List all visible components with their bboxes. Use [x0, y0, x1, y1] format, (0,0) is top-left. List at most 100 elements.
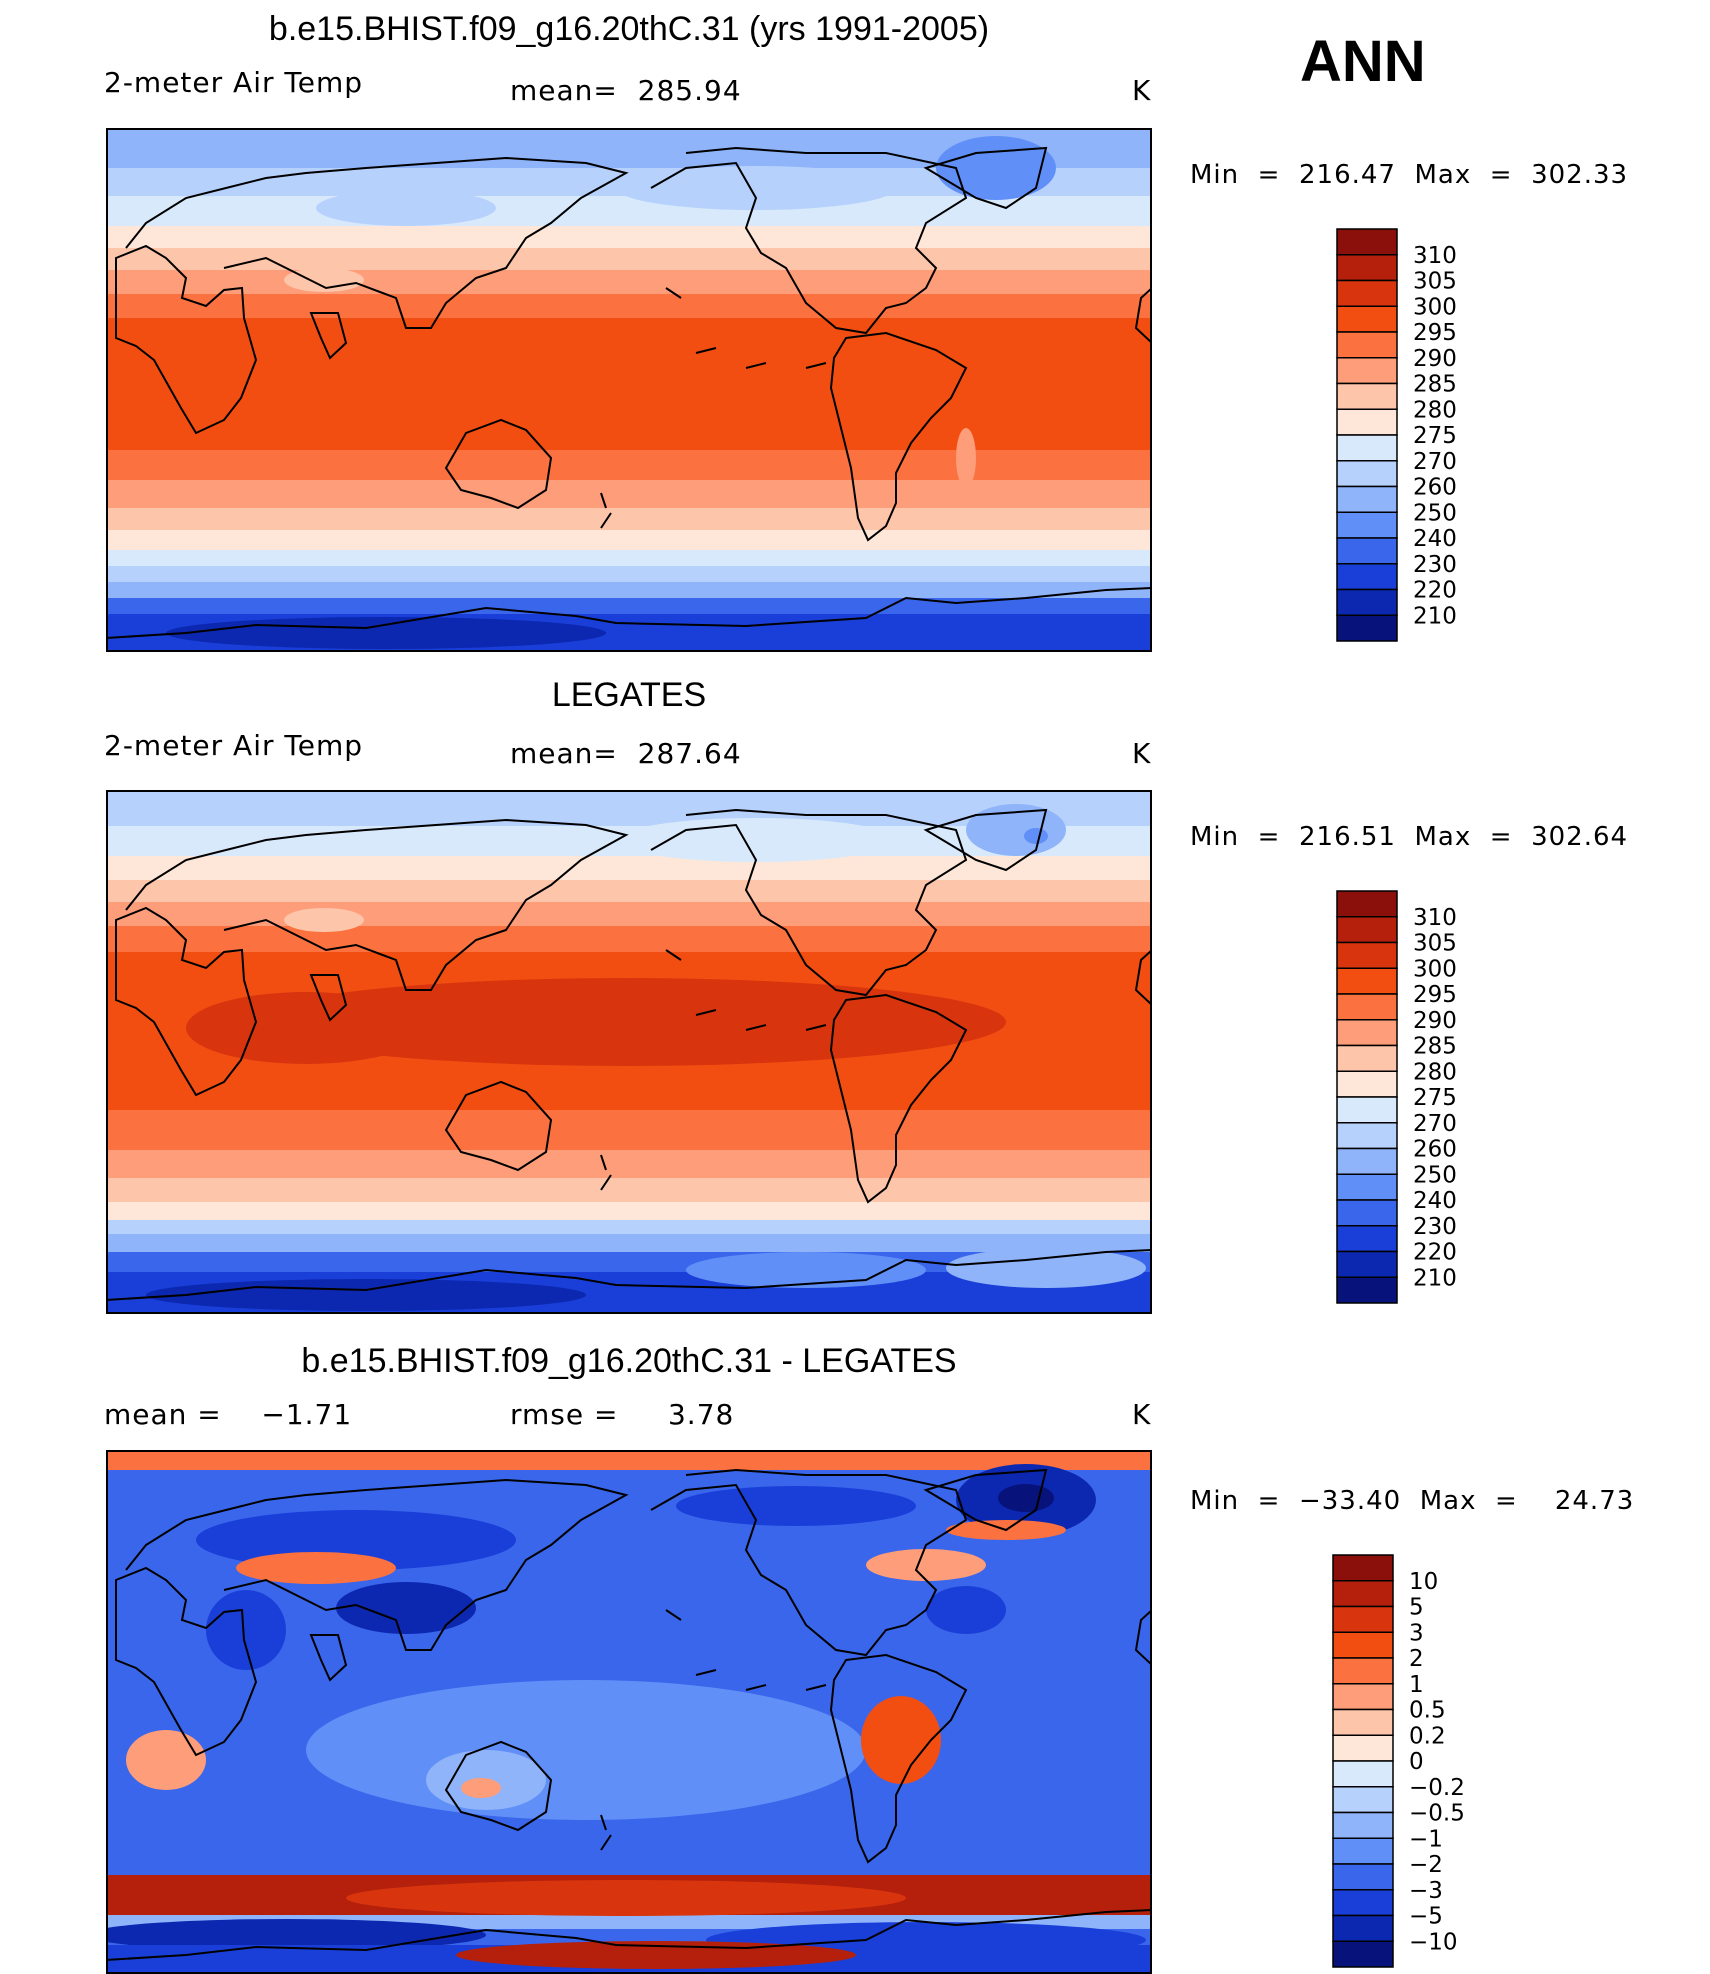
- colorbar-swatch: [1336, 614, 1398, 642]
- colorbar-label: 305: [1413, 269, 1457, 295]
- colorbar-label: −1: [1409, 1826, 1443, 1852]
- panel-1-colorbar: 3103053002952902852802752702602502402302…: [1336, 228, 1457, 642]
- colorbar-label: 5: [1409, 1595, 1424, 1621]
- colorbar-swatch: [1332, 1914, 1394, 1942]
- panel-2-min-max: Min = 216.51 Max = 302.64: [1190, 822, 1629, 852]
- colorbar-label: 275: [1413, 423, 1457, 449]
- colorbar-label: 295: [1413, 982, 1457, 1008]
- colorbar-swatch: [1336, 1225, 1398, 1253]
- colorbar-swatch: [1336, 357, 1398, 385]
- colorbar-swatch: [1336, 228, 1398, 256]
- colorbar-label: −3: [1409, 1878, 1443, 1904]
- colorbar-swatch: [1336, 993, 1398, 1021]
- colorbar-label: 220: [1413, 578, 1457, 604]
- panel-1-min-max: Min = 216.47 Max = 302.33: [1190, 160, 1629, 190]
- colorbar-swatch: [1336, 1070, 1398, 1098]
- colorbar-swatch: [1332, 1554, 1394, 1582]
- colorbar-swatch: [1336, 382, 1398, 410]
- colorbar-swatch: [1336, 588, 1398, 616]
- panel-2-map: [106, 790, 1152, 1314]
- colorbar-label: 310: [1413, 905, 1457, 931]
- panel-2-title: LEGATES: [551, 676, 707, 714]
- panel-1-units-label: K: [1132, 74, 1152, 107]
- colorbar-swatch: [1336, 1096, 1398, 1124]
- colorbar-label: 240: [1413, 1188, 1457, 1214]
- panel-3-units-label: K: [1132, 1398, 1152, 1431]
- colorbar-swatch: [1336, 1250, 1398, 1278]
- colorbar-swatch: [1336, 460, 1398, 488]
- panel-2-units-label: K: [1132, 737, 1152, 770]
- colorbar-label: 310: [1413, 243, 1457, 269]
- panel-1-map: [106, 128, 1152, 652]
- colorbar-swatch: [1336, 1019, 1398, 1047]
- colorbar-label: 285: [1413, 372, 1457, 398]
- colorbar-swatch: [1336, 1199, 1398, 1227]
- colorbar-swatch: [1332, 1837, 1394, 1865]
- season-label: ANN: [1300, 29, 1426, 94]
- panel-3-map: [106, 1450, 1152, 1974]
- panel-1-title: b.e15.BHIST.f09_g16.20thC.31 (yrs 1991-2…: [268, 10, 990, 48]
- panel-1-mean-label: mean= 285.94: [510, 74, 742, 107]
- colorbar-swatch: [1336, 890, 1398, 918]
- panel-3-min-max: Min = −33.40 Max = 24.73: [1190, 1486, 1635, 1516]
- colorbar-label: 210: [1413, 1265, 1457, 1291]
- colorbar-label: 220: [1413, 1240, 1457, 1266]
- colorbar-label: 0: [1409, 1749, 1424, 1775]
- colorbar-label: 270: [1413, 1111, 1457, 1137]
- colorbar-label: 210: [1413, 603, 1457, 629]
- colorbar-swatch: [1332, 1811, 1394, 1839]
- panel-2-colorbar: 3103053002952902852802752702602502402302…: [1336, 890, 1457, 1304]
- colorbar-swatch: [1336, 941, 1398, 969]
- colorbar-swatch: [1332, 1605, 1394, 1633]
- colorbar-swatch: [1336, 408, 1398, 436]
- colorbar-label: 300: [1413, 294, 1457, 320]
- colorbar-label: 230: [1413, 1214, 1457, 1240]
- colorbar-swatch: [1332, 1889, 1394, 1917]
- panel-3-title: b.e15.BHIST.f09_g16.20thC.31 - LEGATES: [301, 1342, 957, 1380]
- colorbar-swatch: [1332, 1580, 1394, 1608]
- colorbar-label: −5: [1409, 1904, 1443, 1930]
- colorbar-label: 280: [1413, 1059, 1457, 1085]
- colorbar-swatch: [1336, 1147, 1398, 1175]
- colorbar-swatch: [1332, 1760, 1394, 1788]
- colorbar-label: 10: [1409, 1569, 1438, 1595]
- colorbar-swatch: [1332, 1734, 1394, 1762]
- colorbar-label: 250: [1413, 1162, 1457, 1188]
- colorbar-swatch: [1336, 916, 1398, 944]
- panel-2-variable-label: 2-meter Air Temp: [104, 729, 364, 762]
- colorbar-label: 280: [1413, 397, 1457, 423]
- colorbar-label: 0.5: [1409, 1698, 1446, 1724]
- colorbar-swatch: [1332, 1683, 1394, 1711]
- colorbar-swatch: [1332, 1863, 1394, 1891]
- colorbar-swatch: [1336, 1122, 1398, 1150]
- colorbar-swatch: [1336, 967, 1398, 995]
- colorbar-label: 3: [1409, 1620, 1424, 1646]
- panel-3-rmse-label: rmse = 3.78: [510, 1398, 735, 1431]
- colorbar-label: 240: [1413, 526, 1457, 552]
- colorbar-label: 300: [1413, 956, 1457, 982]
- colorbar-label: 305: [1413, 931, 1457, 957]
- colorbar-label: −0.2: [1409, 1775, 1465, 1801]
- colorbar-swatch: [1336, 511, 1398, 539]
- colorbar-label: 295: [1413, 320, 1457, 346]
- colorbar-swatch: [1336, 279, 1398, 307]
- panel-1-variable-label: 2-meter Air Temp: [104, 66, 364, 99]
- colorbar-label: 290: [1413, 346, 1457, 372]
- colorbar-swatch: [1332, 1786, 1394, 1814]
- colorbar-swatch: [1336, 537, 1398, 565]
- colorbar-swatch: [1336, 1173, 1398, 1201]
- colorbar-swatch: [1332, 1631, 1394, 1659]
- colorbar-swatch: [1336, 1044, 1398, 1072]
- colorbar-label: 260: [1413, 475, 1457, 501]
- colorbar-swatch: [1336, 254, 1398, 282]
- colorbar-label: 270: [1413, 449, 1457, 475]
- colorbar-label: −0.5: [1409, 1801, 1465, 1827]
- colorbar-label: 250: [1413, 500, 1457, 526]
- colorbar-label: 0.2: [1409, 1723, 1446, 1749]
- colorbar-swatch: [1336, 331, 1398, 359]
- colorbar-label: −2: [1409, 1852, 1443, 1878]
- colorbar-swatch: [1336, 1276, 1398, 1304]
- colorbar-swatch: [1336, 485, 1398, 513]
- colorbar-swatch: [1336, 305, 1398, 333]
- colorbar-swatch: [1332, 1940, 1394, 1968]
